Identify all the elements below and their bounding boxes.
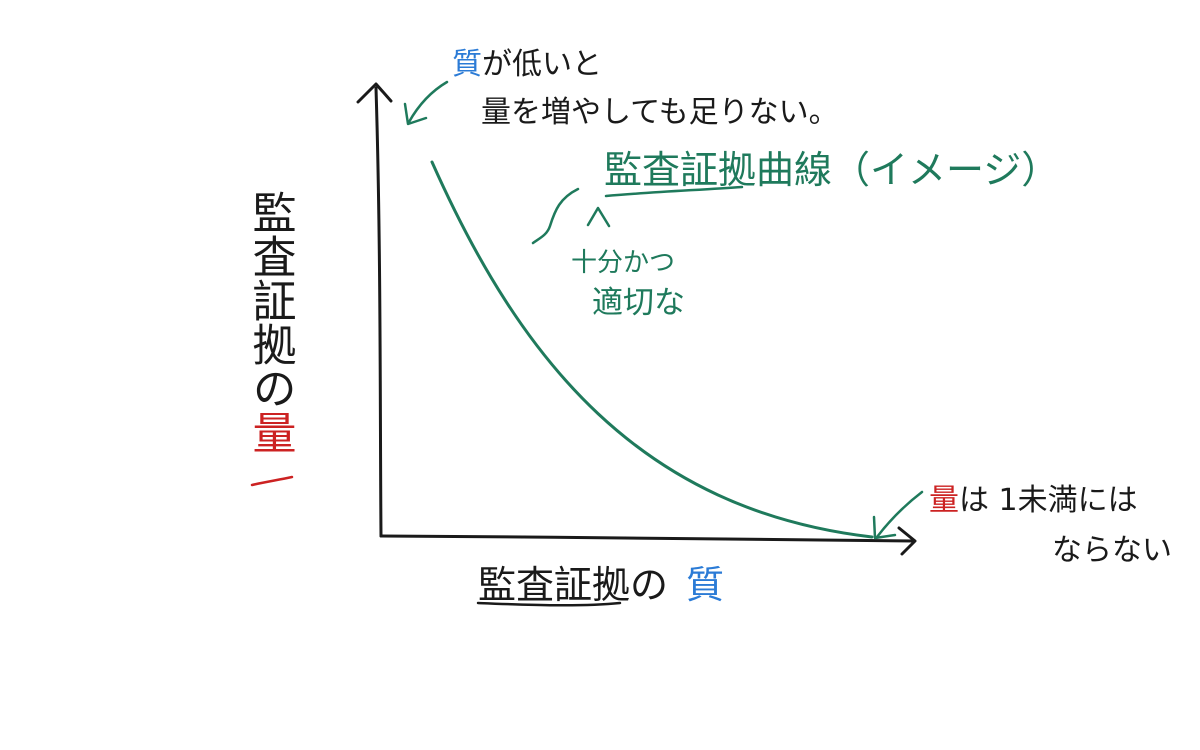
x-axis-label-accent: 質 bbox=[686, 563, 724, 607]
right-note-line1: 量は 1未満には bbox=[929, 483, 1138, 518]
top-note-arrowhead bbox=[403, 102, 428, 126]
y-axis-line bbox=[374, 86, 383, 538]
label-strokes bbox=[531, 187, 611, 245]
y-axis-label-accent: 量 bbox=[245, 410, 296, 454]
top-note-line1-rest: が低いと bbox=[482, 47, 602, 82]
curve-label-title: 監査証拠曲線（イメージ） bbox=[604, 148, 1059, 192]
curve-label-note-line2: 適切な bbox=[592, 285, 685, 321]
curve-label-note-line1: 十分かつ bbox=[571, 248, 675, 278]
note-arrows bbox=[403, 80, 924, 540]
x-axis-label-main: 監査証拠の bbox=[478, 563, 668, 607]
curly-brace-stroke bbox=[531, 187, 580, 245]
top-note-line2: 量を増やしても足りない。 bbox=[481, 95, 839, 130]
right-note-line2: ならない bbox=[1052, 533, 1172, 568]
right-note-arrowhead bbox=[872, 515, 897, 540]
evidence-curve bbox=[430, 160, 874, 539]
x-axis-line bbox=[379, 534, 916, 543]
right-note-quantity-word: 量 bbox=[929, 483, 959, 518]
y-axis-arrowhead bbox=[356, 82, 393, 104]
top-note-line1: 質が低いと bbox=[452, 47, 602, 82]
axes bbox=[356, 82, 917, 556]
y-label-underline bbox=[250, 475, 294, 487]
y-axis-label: 監査証拠の量 bbox=[245, 190, 296, 454]
caret-stroke bbox=[586, 206, 611, 228]
underlines bbox=[250, 185, 744, 607]
top-note-arrow bbox=[407, 80, 449, 124]
x-axis-label: 監査証拠の質 bbox=[478, 563, 724, 607]
curve-title-underline bbox=[604, 185, 744, 198]
right-note-arrow bbox=[875, 490, 924, 539]
y-axis-label-main: 監査証拠の bbox=[245, 190, 296, 410]
top-note-quality-word: 質 bbox=[452, 47, 482, 82]
right-note-line1-rest: は 1未満には bbox=[959, 483, 1138, 518]
x-axis-arrowhead bbox=[897, 526, 917, 556]
x-label-underline bbox=[476, 601, 622, 607]
